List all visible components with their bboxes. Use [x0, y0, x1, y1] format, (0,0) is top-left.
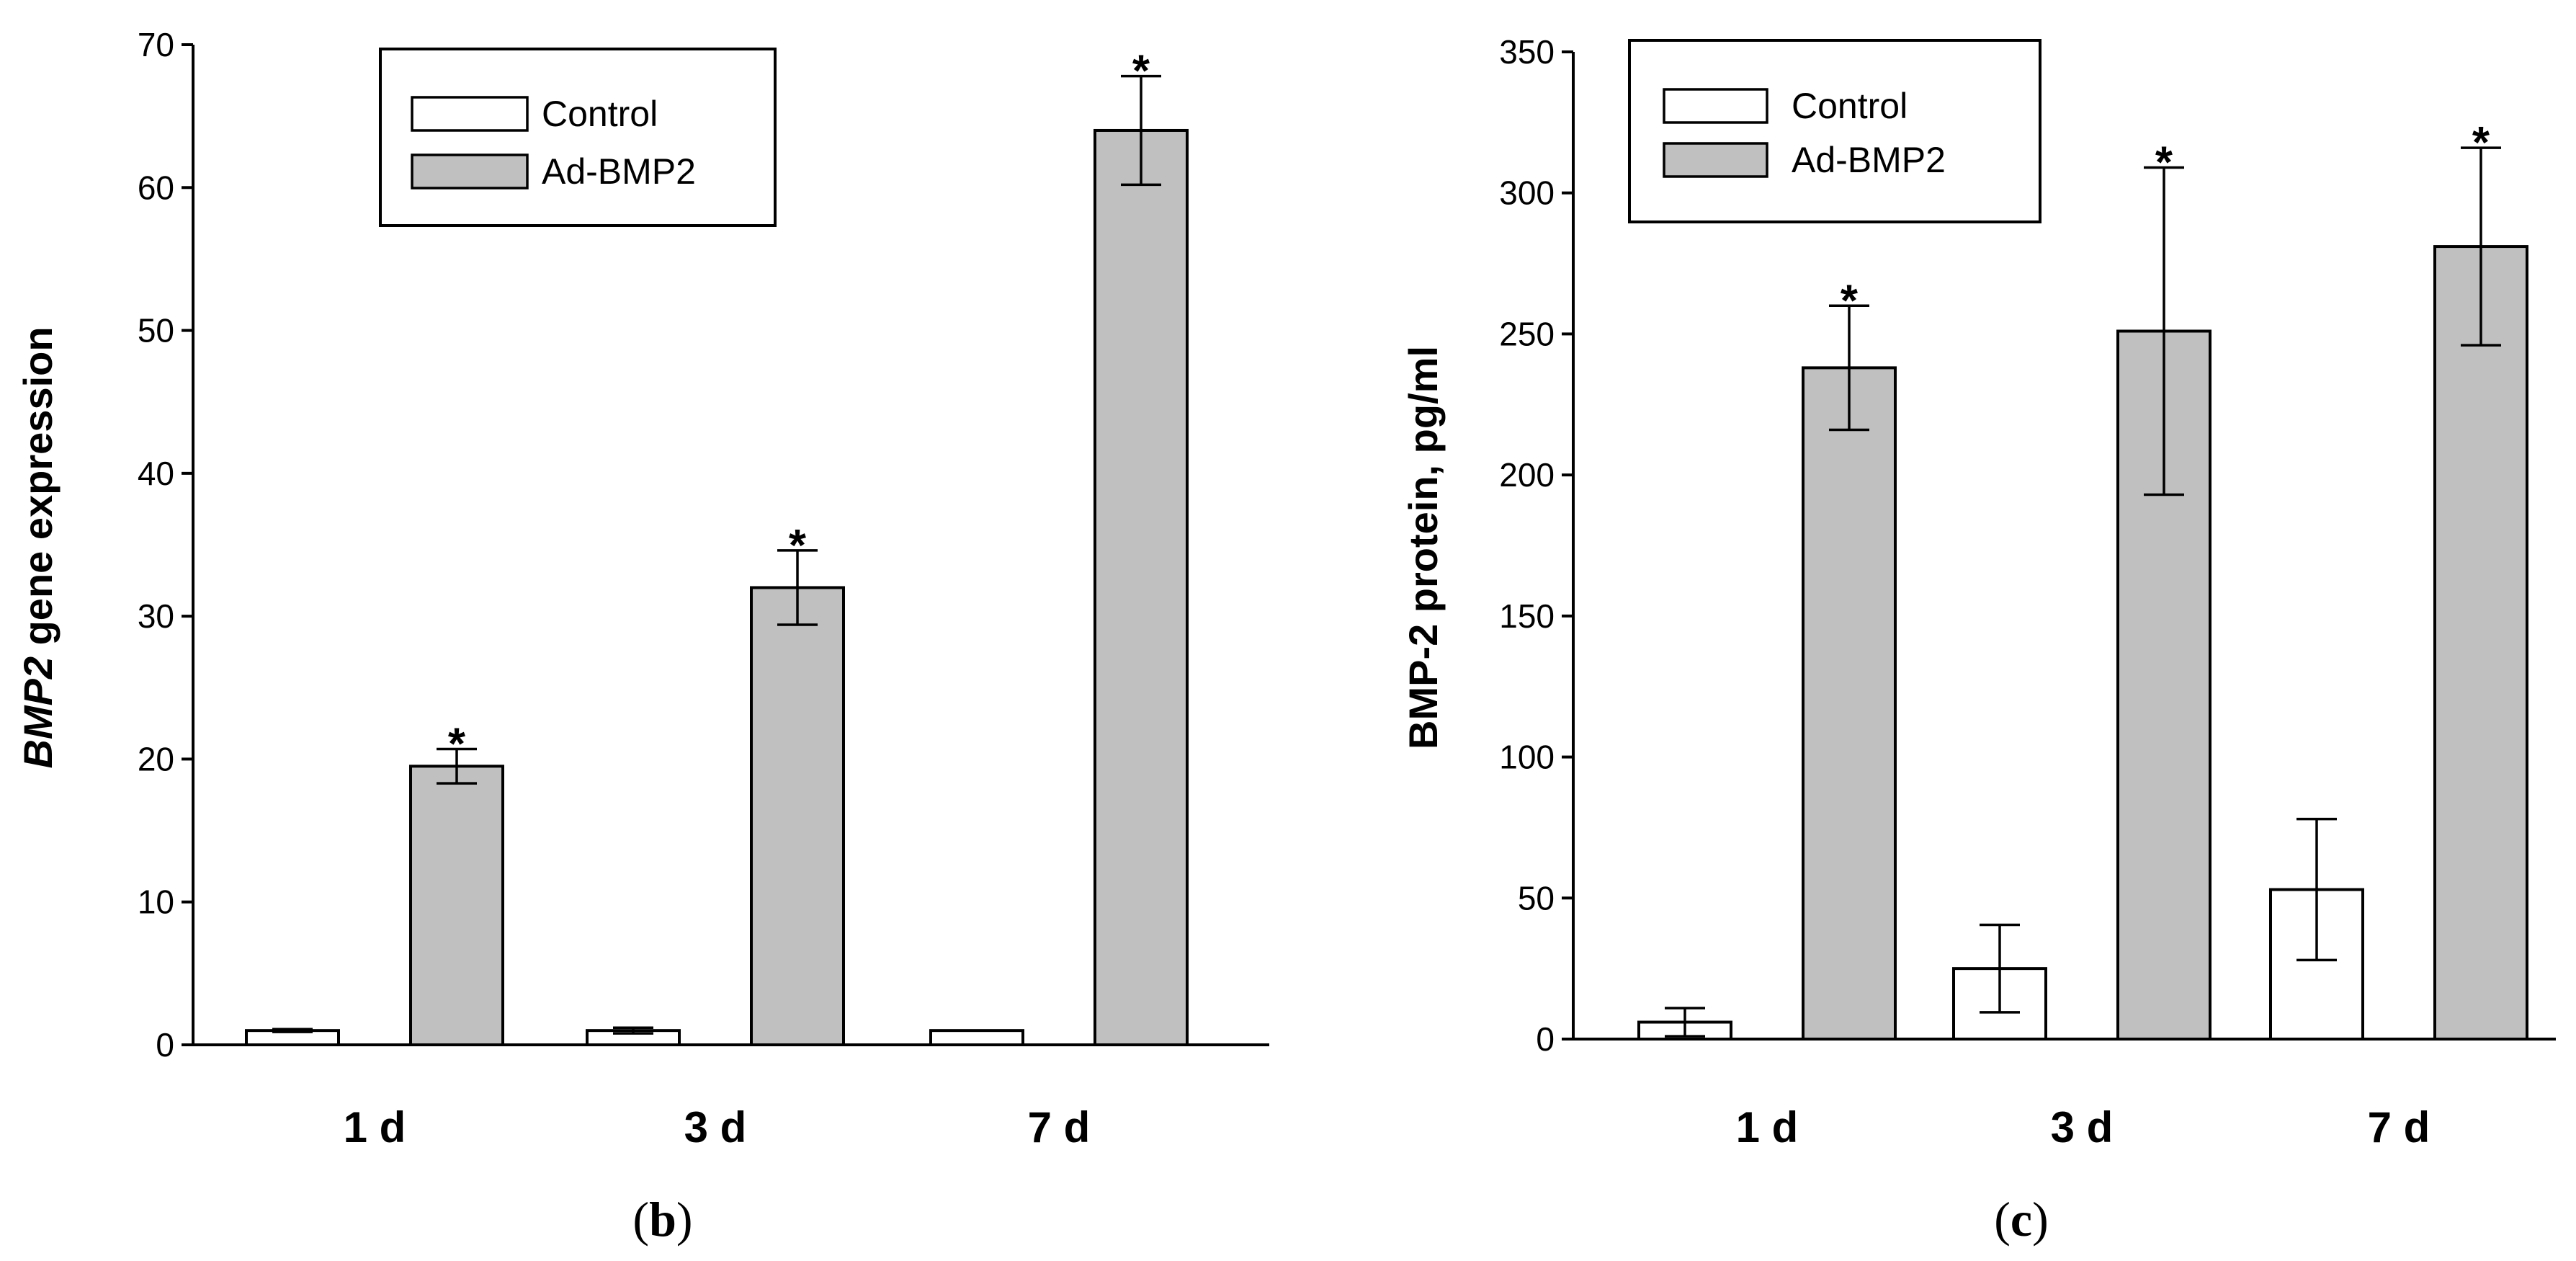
legend-label-adbmp2: Ad-BMP2 [1792, 140, 1946, 180]
significance-star: * [1841, 276, 1859, 326]
legend-swatch-control [411, 96, 529, 132]
y-axis-label: BMP2 gene expression [15, 326, 61, 768]
y-tick-label: 100 [1499, 739, 1555, 776]
y-tick-label: 50 [138, 312, 174, 349]
bar-control-3 [929, 1029, 1024, 1046]
panel-label: (b) [632, 1192, 692, 1247]
y-tick-label: 200 [1499, 456, 1555, 494]
panel-label: (c) [1994, 1192, 2049, 1247]
legend-label-control: Control [542, 94, 658, 134]
legend-label-adbmp2: Ad-BMP2 [542, 151, 696, 192]
legend-box [379, 48, 777, 227]
x-category-label: 3 d [684, 1103, 747, 1151]
chart-panel-c: 0 50 100 150 200 250 300 350 BMP-2 protein, pg/m… [1400, 33, 2556, 1247]
y-tick-label: 60 [138, 169, 174, 206]
y-tick-label: 70 [138, 26, 174, 63]
y-axis-label-part: BMP-2 protein, pg/ml [1400, 346, 1446, 749]
bar-adbmp2-2 [750, 586, 845, 1046]
bar-adbmp2-3 [2433, 245, 2528, 1041]
y-tick-label: 20 [138, 740, 174, 777]
y-tick-label: 30 [138, 597, 174, 635]
y-axis-label-part: gene expression [15, 326, 61, 656]
y-tick-label: 40 [138, 455, 174, 492]
panel-label-close-paren: ) [676, 1192, 693, 1247]
bar-adbmp2-1 [1802, 366, 1897, 1041]
legend-box [1628, 39, 2041, 223]
x-category-label: 7 d [2368, 1103, 2430, 1151]
significance-star: * [448, 720, 466, 770]
bar-adbmp2-1 [409, 765, 504, 1047]
legend-label-control: Control [1792, 86, 1908, 126]
x-category-label: 7 d [1028, 1103, 1091, 1151]
y-axis-label: BMP-2 protein, pg/ml [1400, 346, 1446, 749]
significance-star: * [2472, 118, 2490, 168]
x-category-label: 3 d [2051, 1103, 2114, 1151]
y-tick-label: 250 [1499, 315, 1555, 352]
x-category-label: 1 d [1736, 1103, 1799, 1151]
y-tick-label: 50 [1518, 879, 1555, 917]
y-axis-label-part: BMP2 [15, 656, 61, 769]
legend-swatch-control [1663, 88, 1768, 124]
panel-label-open-paren: ( [632, 1192, 649, 1247]
panel-label-letter: c [2011, 1192, 2032, 1247]
x-category-label: 1 d [344, 1103, 406, 1151]
y-tick-label: 0 [1536, 1020, 1555, 1058]
y-tick-label: 300 [1499, 174, 1555, 212]
chart-panel-b: 0 10 20 30 40 50 60 70 BMP2 gene expression * 1 d *… [15, 26, 1269, 1247]
panel-label-close-paren: ) [2032, 1192, 2049, 1247]
bar-adbmp2-3 [1094, 128, 1189, 1046]
y-tick-label: 10 [138, 883, 174, 921]
y-tick-label: 350 [1499, 33, 1555, 71]
significance-star: * [789, 521, 807, 571]
panel-label-letter: b [649, 1192, 676, 1247]
legend-swatch-adbmp2 [411, 153, 529, 190]
significance-star: * [2155, 138, 2173, 187]
y-tick-label: 0 [156, 1026, 174, 1064]
significance-star: * [1132, 47, 1150, 97]
legend-swatch-adbmp2 [1663, 142, 1768, 178]
y-tick-label: 150 [1499, 597, 1555, 635]
panel-label-open-paren: ( [1994, 1192, 2011, 1247]
